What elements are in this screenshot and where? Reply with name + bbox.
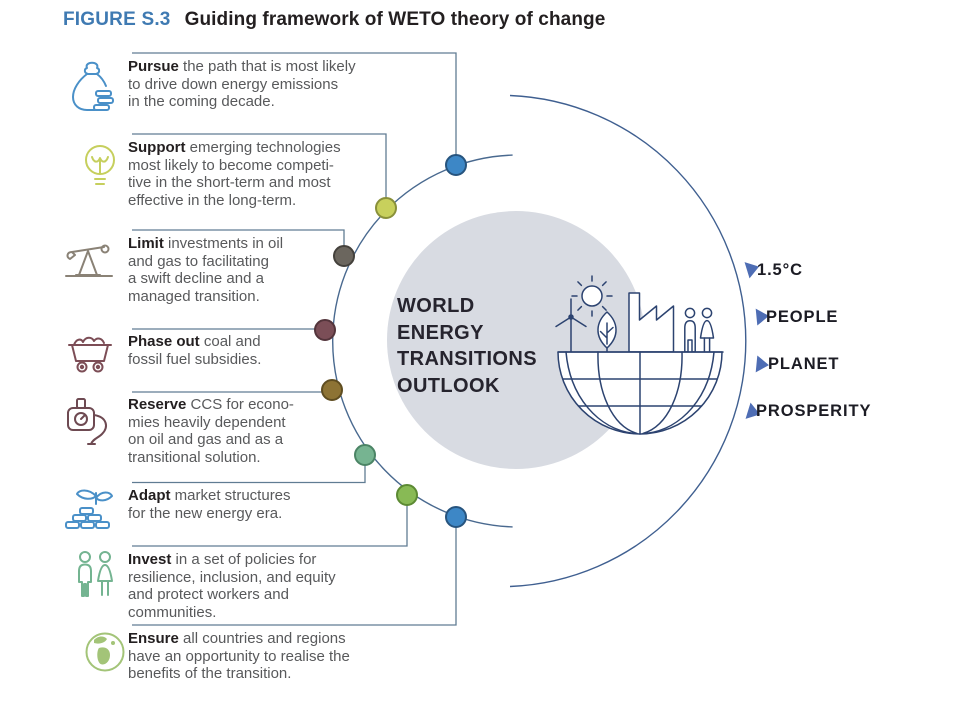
wind-turbine-icon (555, 298, 587, 353)
outer-outcome-arc (509, 94, 747, 588)
ring-node-dot (333, 245, 355, 267)
outcome-people: PEOPLE (766, 308, 839, 326)
tree-icon (597, 311, 617, 353)
globe-icon (84, 631, 126, 678)
item-text: Phase out coal and fossil fuel subsidies… (128, 333, 262, 368)
item-text: Ensure all countries and regions have an… (128, 630, 350, 683)
figure-title: Guiding framework of WETO theory of chan… (184, 9, 606, 30)
outcome-1-5c: 1.5°C (757, 261, 803, 279)
item-text: Reserve CCS for econo- mies heavily depe… (128, 396, 294, 466)
factory-icon (628, 292, 675, 353)
sun-icon (571, 275, 613, 317)
ring-node-dot (354, 444, 376, 466)
ring-node-dot (375, 197, 397, 219)
item-text: Limit investments in oil and gas to faci… (128, 235, 284, 305)
coal-cart-icon (66, 330, 114, 379)
coins-plant-icon (64, 486, 114, 535)
ring-node-dot (321, 379, 343, 401)
item-text: Invest in a set of policies for resilien… (128, 551, 336, 621)
oil-pump-icon (64, 238, 114, 283)
item-text: Adapt market structures for the new ener… (128, 487, 291, 522)
ccs-machine-icon (64, 396, 112, 453)
people-icon (74, 550, 118, 605)
ring-node-dot (396, 484, 418, 506)
ring-node-dot (445, 506, 467, 528)
figure-label: FIGURE S.3 (63, 9, 171, 30)
weto-line: WORLD (397, 295, 475, 317)
outcome-planet: PLANET (768, 355, 840, 373)
outcome-prosperity: PROSPERITY (756, 402, 872, 420)
weto-line: TRANSITIONS (397, 348, 537, 370)
item-text: Support emerging technologies most likel… (128, 139, 341, 209)
ring-node-dot (445, 154, 467, 176)
item-text: Pursue the path that is most likely to d… (128, 58, 356, 111)
figure-header: FIGURE S.3 Guiding framework of WETO theo… (63, 9, 605, 31)
half-globe-icon (557, 351, 724, 435)
weto-line: OUTLOOK (397, 374, 500, 397)
weto-line: ENERGY (397, 321, 484, 344)
people-figures-icon (684, 307, 715, 353)
money-bag-icon (70, 58, 114, 117)
weto-title: WORLD ENERGY TRANSITIONS OUTLOOK (397, 293, 537, 399)
ring-node-dot (314, 319, 336, 341)
lightbulb-icon (80, 143, 120, 198)
